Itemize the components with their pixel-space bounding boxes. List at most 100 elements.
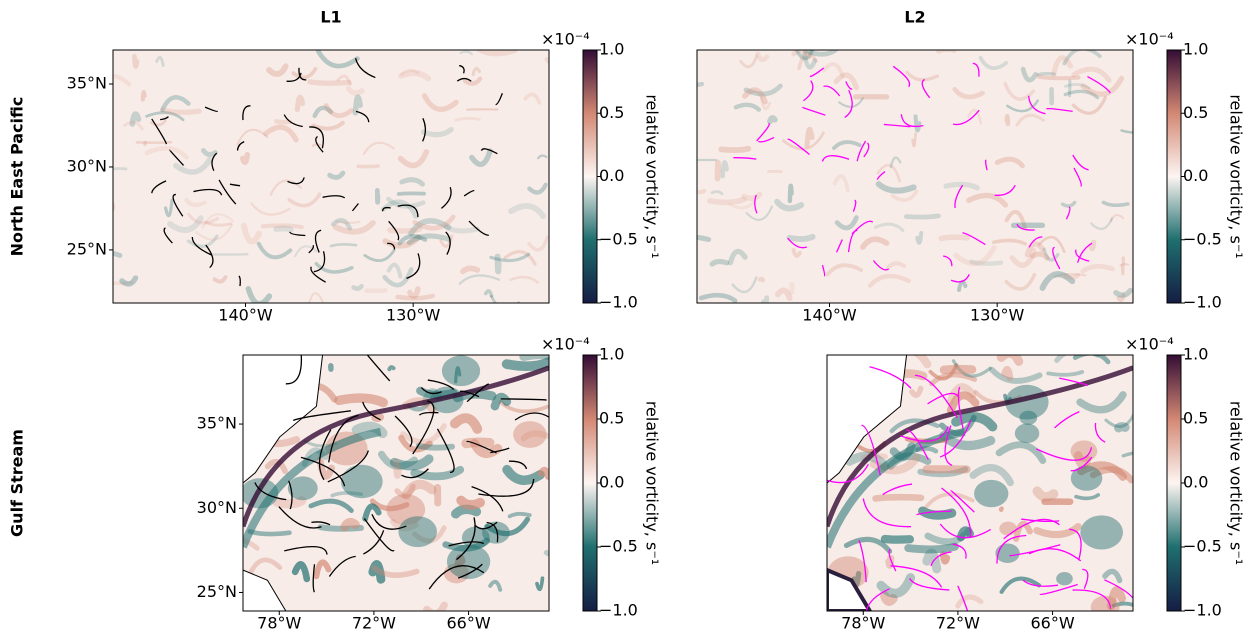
field-texture <box>396 462 398 476</box>
field-texture <box>250 531 290 534</box>
colorbar-tick-label: −0.5 <box>599 229 638 248</box>
field-texture <box>1066 275 1078 278</box>
eddy <box>1019 411 1037 425</box>
eddy <box>513 421 547 448</box>
colorbar-multiplier: ×10⁻⁴ <box>541 30 590 49</box>
eddy <box>442 356 480 387</box>
field-texture <box>546 549 581 557</box>
field-texture <box>792 284 793 292</box>
colorbar-multiplier: ×10⁻⁴ <box>1125 30 1174 49</box>
colorbar-multiplier: ×10⁻⁴ <box>1125 335 1174 354</box>
field-texture <box>398 296 433 298</box>
field-texture <box>770 118 775 121</box>
field-texture <box>456 509 477 514</box>
field-texture <box>1005 369 1010 377</box>
eddy <box>398 516 437 547</box>
field-texture <box>1122 258 1123 274</box>
field-texture <box>277 501 302 504</box>
map-field <box>90 47 575 309</box>
colorbar-tick-label: −0.5 <box>1183 537 1222 556</box>
map-field <box>669 45 1148 306</box>
field-texture <box>885 539 910 540</box>
eddy <box>1091 596 1120 619</box>
field-texture <box>944 369 972 370</box>
colorbar-label: relative vorticity, s⁻¹ <box>643 94 662 258</box>
x-tick-label: 66°W <box>1030 614 1074 632</box>
field-texture <box>243 155 248 162</box>
field-texture <box>764 298 767 306</box>
eddy <box>341 465 383 498</box>
eddy <box>1071 466 1103 491</box>
field-texture <box>710 199 744 202</box>
field-texture <box>399 193 424 194</box>
colorbar-tick-label: −1.0 <box>1183 293 1222 312</box>
eddy <box>995 543 1019 562</box>
x-tick-label: 140°W <box>802 306 857 325</box>
colorbar-tick-label: 0.5 <box>1183 409 1208 428</box>
field-texture <box>310 82 349 83</box>
x-tick-label: 72°W <box>936 614 980 632</box>
y-tick-label: 25°N <box>67 239 107 258</box>
map-field <box>800 349 1166 631</box>
y-tick-label: 30°N <box>67 156 107 175</box>
field-texture <box>790 186 792 201</box>
field-texture <box>876 497 922 498</box>
eddy <box>999 522 1017 536</box>
colorbar-tick-label: −0.5 <box>1183 229 1222 248</box>
x-tick-label: 140°W <box>218 306 273 325</box>
field-texture <box>1007 116 1008 123</box>
field-texture <box>1039 77 1079 78</box>
colorbar-tick-label: −0.5 <box>599 537 638 556</box>
colorbar-tick-label: 0.5 <box>1183 103 1208 122</box>
colorbar-tick-label: −1.0 <box>1183 601 1222 620</box>
field-texture <box>721 149 748 150</box>
colorbar-tick-label: 1.0 <box>1183 345 1208 364</box>
y-tick-label: 35°N <box>197 414 237 433</box>
field-texture <box>674 83 701 86</box>
field-background <box>697 50 1133 303</box>
x-tick-label: 72°W <box>352 614 396 632</box>
colorbar-label: relative vorticity, s⁻¹ <box>643 401 662 565</box>
x-tick-label: 130°W <box>970 306 1025 325</box>
x-tick-label: 66°W <box>446 614 490 632</box>
eddy <box>1015 424 1039 444</box>
colorbar-multiplier: ×10⁻⁴ <box>541 335 590 354</box>
field-texture <box>1001 509 1002 510</box>
field-texture <box>339 398 383 402</box>
y-tick-label: 30°N <box>197 498 237 517</box>
field-texture <box>377 190 378 202</box>
field-texture <box>541 470 548 476</box>
row-label: Gulf Stream <box>8 429 27 537</box>
y-tick-label: 25°N <box>197 582 237 601</box>
field-texture <box>354 286 362 288</box>
colorbar-tick-label: −1.0 <box>599 601 638 620</box>
colorbar-tick-label: 1.0 <box>1183 40 1208 59</box>
field-texture <box>712 262 727 265</box>
colorbar-tick-label: 0.0 <box>599 473 624 492</box>
field-texture <box>718 163 719 179</box>
field-texture <box>389 367 393 369</box>
field-texture <box>276 229 291 230</box>
colorbar-tick-label: 1.0 <box>599 40 624 59</box>
field-texture <box>906 216 938 217</box>
x-tick-label: 78°W <box>841 614 885 632</box>
eddy <box>482 521 510 543</box>
column-title: L2 <box>904 8 925 27</box>
field-texture <box>276 121 289 122</box>
field-texture <box>463 268 478 271</box>
eddy <box>1080 515 1123 549</box>
colorbar <box>583 50 597 303</box>
x-tick-label: 130°W <box>386 306 441 325</box>
field-texture <box>547 53 575 66</box>
field-texture <box>263 225 302 227</box>
colorbar-label: relative vorticity, s⁻¹ <box>1227 401 1246 565</box>
field-texture <box>358 166 378 167</box>
field-texture <box>143 92 145 99</box>
colorbar-label: relative vorticity, s⁻¹ <box>1227 94 1246 258</box>
field-texture <box>908 547 955 550</box>
column-title: L1 <box>320 8 341 27</box>
row-label: North East Pacific <box>8 97 27 257</box>
colorbar <box>583 355 597 611</box>
field-texture <box>760 279 763 280</box>
